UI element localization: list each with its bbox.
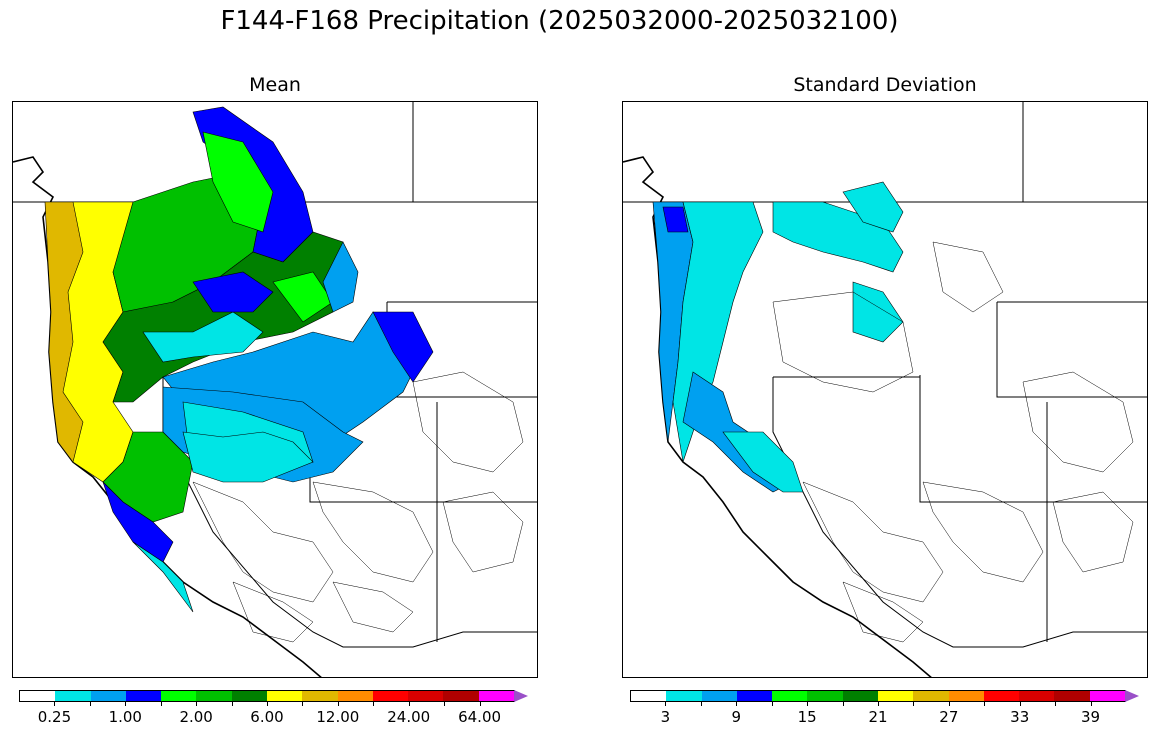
- colorbar-segment: [55, 691, 91, 701]
- colorbar-tick: [771, 702, 773, 706]
- map-mean-svg: [13, 102, 537, 677]
- colorbar-segment: [266, 691, 303, 701]
- colorbar-segment: [877, 691, 914, 701]
- std-regions: [652, 181, 904, 493]
- colorbar-segment: [1054, 691, 1090, 701]
- colorbar-segment: [1019, 691, 1055, 701]
- colorbar-tick-label: 12.00: [316, 708, 360, 726]
- colorbar-tick: [665, 702, 667, 706]
- colorbar-tick: [700, 702, 702, 706]
- colorbar-tick-label: 64.00: [458, 708, 502, 726]
- colorbar-segment: [631, 691, 667, 701]
- colorbar-segment: [736, 691, 773, 701]
- panel-title-std: Standard Deviation: [793, 74, 977, 96]
- colorbar-tick: [1055, 702, 1057, 706]
- colorbar-tick: [160, 702, 162, 706]
- colorbar-mean: [19, 690, 515, 702]
- colorbar-tick: [408, 702, 410, 706]
- colorbar-segment: [90, 691, 126, 701]
- colorbar-tick-label: 21: [868, 708, 888, 726]
- colorbar-tick: [337, 702, 339, 706]
- colorbar-tick: [842, 702, 844, 706]
- colorbar-segment: [443, 691, 479, 701]
- colorbar-tick-label: 0.25: [37, 708, 72, 726]
- colorbar-segment: [772, 691, 808, 701]
- colorbar-segment: [983, 691, 1020, 701]
- colorbar-tick-label: 27: [939, 708, 959, 726]
- colorbar-tick: [1090, 702, 1092, 706]
- colorbar-segment: [302, 691, 338, 701]
- colorbar-tick-label: 6.00: [250, 708, 284, 726]
- colorbar-segment: [1089, 691, 1125, 701]
- colorbar-tick: [231, 702, 233, 706]
- colorbar-tick: [196, 702, 198, 706]
- map-std-svg: [623, 102, 1147, 677]
- basin-outlines: [772, 241, 1134, 643]
- map-mean[interactable]: [12, 101, 538, 678]
- basin-outlines: [192, 371, 524, 643]
- colorbar-tick-label: 9: [731, 708, 742, 726]
- colorbar-tick-label: 2.00: [179, 708, 213, 726]
- colorbar-tick: [267, 702, 268, 706]
- map-std[interactable]: [622, 101, 1148, 678]
- colorbar-tick: [1019, 702, 1021, 706]
- colorbar-tick: [984, 702, 986, 706]
- colorbar-segment: [666, 691, 702, 701]
- colorbar-tick-label: 1.00: [108, 708, 142, 726]
- colorbar-segment: [701, 691, 737, 701]
- colorbar-segment: [842, 691, 878, 701]
- colorbar-segment: [337, 691, 373, 701]
- colorbar-tick-label: 39: [1081, 708, 1101, 726]
- colorbar-segment: [478, 691, 514, 701]
- colorbar-segment: [372, 691, 409, 701]
- colorbar-segment: [231, 691, 267, 701]
- colorbar-tick: [125, 702, 127, 706]
- colorbar-tick-label: 33: [1010, 708, 1030, 726]
- colorbar-tick: [913, 702, 915, 706]
- colorbar-std: [630, 690, 1126, 702]
- colorbar-segment: [125, 691, 162, 701]
- colorbar-tick: [948, 702, 950, 706]
- colorbar-segment: [408, 691, 444, 701]
- colorbar-tick: [373, 702, 375, 706]
- figure-title: F144-F168 Precipitation (2025032000-2025…: [220, 6, 899, 36]
- panel-title-mean: Mean: [249, 74, 301, 96]
- colorbar-extend-arrow: [514, 690, 528, 702]
- precip-regions: [44, 106, 434, 613]
- colorbar-extend-arrow: [1125, 690, 1139, 702]
- colorbar-tick-label: 24.00: [387, 708, 431, 726]
- colorbar-tick-label: 3: [660, 708, 671, 726]
- colorbar-segment: [196, 691, 232, 701]
- colorbar-tick: [878, 702, 879, 706]
- colorbar-tick: [302, 702, 304, 706]
- colorbar-tick: [444, 702, 446, 706]
- colorbar-tick: [54, 702, 56, 706]
- colorbar-tick-label: 15: [797, 708, 817, 726]
- colorbar-tick: [807, 702, 809, 706]
- colorbar-segment: [161, 691, 197, 701]
- colorbar-tick: [479, 702, 481, 706]
- colorbar-segment: [20, 691, 56, 701]
- colorbar-segment: [948, 691, 984, 701]
- colorbar-tick: [89, 702, 91, 706]
- colorbar-segment: [807, 691, 843, 701]
- colorbar-tick: [736, 702, 738, 706]
- colorbar-segment: [913, 691, 949, 701]
